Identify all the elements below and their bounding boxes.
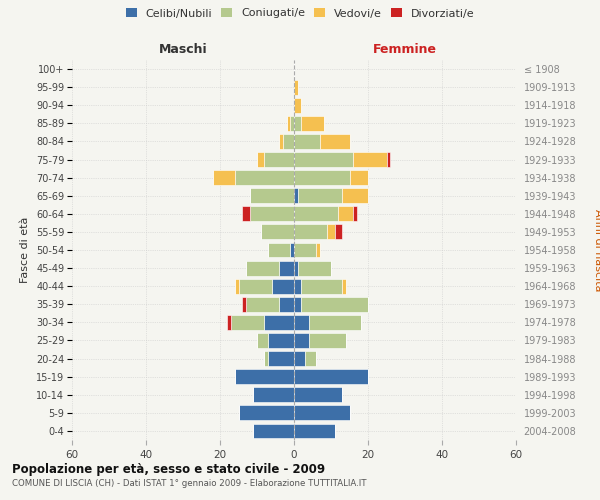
Bar xyxy=(294,116,301,131)
Bar xyxy=(294,242,316,258)
Bar xyxy=(279,297,294,312)
Bar xyxy=(239,279,272,293)
Bar xyxy=(294,369,368,384)
Bar xyxy=(294,351,305,366)
Bar xyxy=(294,98,301,112)
Bar xyxy=(235,170,294,185)
Bar xyxy=(309,315,361,330)
Bar xyxy=(309,333,346,348)
Bar xyxy=(301,297,368,312)
Bar xyxy=(257,152,265,167)
Bar xyxy=(246,260,279,276)
Bar xyxy=(294,406,349,420)
Bar xyxy=(294,188,298,203)
Bar xyxy=(301,116,323,131)
Bar xyxy=(253,388,294,402)
Bar xyxy=(242,206,250,221)
Bar xyxy=(283,134,294,149)
Bar xyxy=(342,188,368,203)
Bar xyxy=(239,406,294,420)
Bar xyxy=(298,188,342,203)
Bar xyxy=(290,116,294,131)
Bar xyxy=(294,206,338,221)
Bar xyxy=(242,297,246,312)
Bar xyxy=(231,315,265,330)
Bar xyxy=(342,279,346,293)
Text: Popolazione per età, sesso e stato civile - 2009: Popolazione per età, sesso e stato civil… xyxy=(12,462,325,475)
Bar xyxy=(294,388,342,402)
Bar xyxy=(305,351,316,366)
Bar xyxy=(294,297,301,312)
Bar xyxy=(257,333,268,348)
Text: Femmine: Femmine xyxy=(373,43,437,56)
Text: COMUNE DI LISCIA (CH) - Dati ISTAT 1° gennaio 2009 - Elaborazione TUTTITALIA.IT: COMUNE DI LISCIA (CH) - Dati ISTAT 1° ge… xyxy=(12,478,367,488)
Bar xyxy=(268,242,290,258)
Bar xyxy=(294,279,301,293)
Text: Maschi: Maschi xyxy=(158,43,208,56)
Bar xyxy=(294,260,298,276)
Bar xyxy=(268,333,294,348)
Bar xyxy=(246,297,279,312)
Bar xyxy=(338,206,353,221)
Bar xyxy=(294,170,349,185)
Bar xyxy=(290,242,294,258)
Bar xyxy=(294,134,320,149)
Bar xyxy=(316,242,320,258)
Bar xyxy=(328,224,335,240)
Bar xyxy=(287,116,290,131)
Bar xyxy=(298,260,331,276)
Bar xyxy=(353,206,357,221)
Bar xyxy=(265,351,268,366)
Bar xyxy=(227,315,231,330)
Bar xyxy=(294,315,309,330)
Bar xyxy=(265,315,294,330)
Bar xyxy=(279,134,283,149)
Bar xyxy=(279,260,294,276)
Bar xyxy=(353,152,386,167)
Bar xyxy=(294,424,335,438)
Bar xyxy=(294,224,328,240)
Bar xyxy=(335,224,342,240)
Bar xyxy=(294,80,298,94)
Bar xyxy=(235,279,239,293)
Bar xyxy=(250,206,294,221)
Bar xyxy=(268,351,294,366)
Bar xyxy=(320,134,349,149)
Legend: Celibi/Nubili, Coniugati/e, Vedovi/e, Divorziati/e: Celibi/Nubili, Coniugati/e, Vedovi/e, Di… xyxy=(125,8,475,18)
Y-axis label: Anni di nascita: Anni di nascita xyxy=(593,209,600,291)
Bar xyxy=(386,152,390,167)
Bar xyxy=(260,224,294,240)
Bar xyxy=(301,279,342,293)
Bar xyxy=(250,188,294,203)
Bar xyxy=(294,152,353,167)
Bar xyxy=(265,152,294,167)
Bar xyxy=(349,170,368,185)
Bar xyxy=(212,170,235,185)
Bar xyxy=(272,279,294,293)
Bar xyxy=(235,369,294,384)
Bar xyxy=(253,424,294,438)
Y-axis label: Fasce di età: Fasce di età xyxy=(20,217,31,283)
Bar xyxy=(294,333,309,348)
